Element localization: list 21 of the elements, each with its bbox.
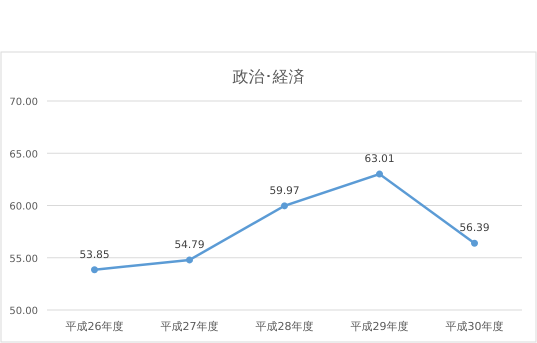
point [376, 170, 383, 178]
x-tick-label: 平成27年度 [160, 320, 218, 333]
x-tick-label: 平成30年度 [446, 320, 504, 333]
data-label: 59.97 [269, 184, 300, 197]
data-label: 63.01 [364, 153, 395, 166]
data-label: 53.85 [79, 248, 110, 261]
chart-title: 政治･経済 [232, 67, 304, 86]
point [471, 240, 478, 247]
y-tick-label: 50.00 [9, 306, 38, 317]
point [281, 202, 288, 210]
y-tick-label: 65.00 [9, 149, 38, 160]
data-label: 54.79 [174, 238, 205, 251]
x-tick-label: 平成26年度 [66, 320, 124, 333]
y-tick-label: 60.00 [9, 202, 38, 212]
point [186, 256, 193, 264]
x-tick-label: 平成29年度 [350, 320, 408, 333]
data-label: 56.39 [459, 222, 490, 234]
y-tick-label: 70.00 [9, 97, 38, 108]
x-tick-label: 平成28年度 [256, 320, 314, 333]
point [91, 266, 98, 274]
y-tick-label: 55.00 [9, 254, 38, 265]
